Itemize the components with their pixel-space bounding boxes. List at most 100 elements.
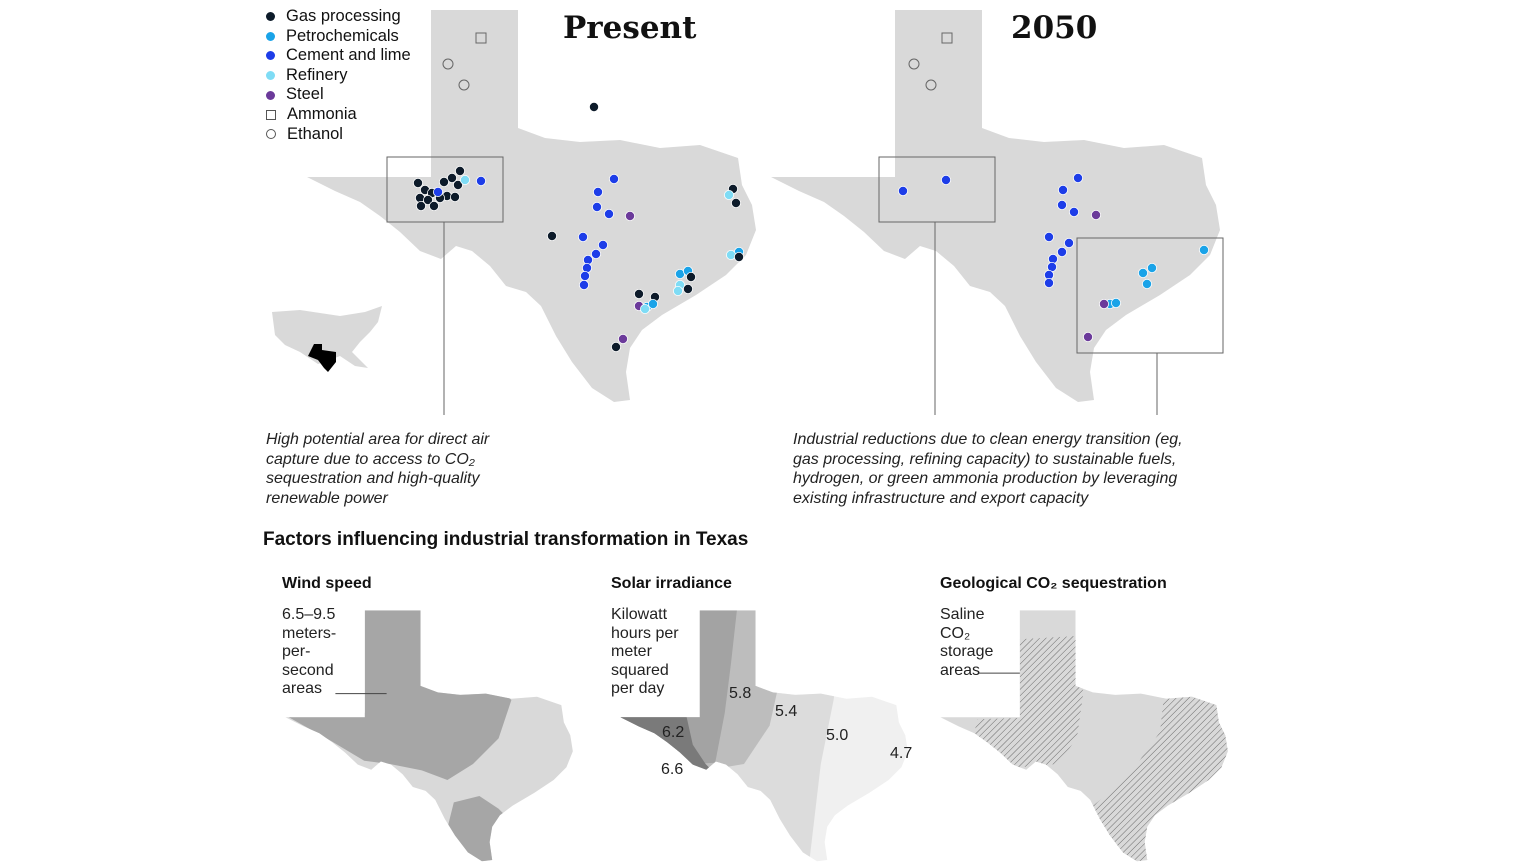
cement-lime-marker: [604, 208, 615, 219]
us-inset-map: [272, 306, 382, 372]
geo-label: Saline CO₂ storage areas: [940, 606, 994, 679]
factors-title: Factors influencing industrial transform…: [263, 529, 749, 550]
cement-lime-marker: [1044, 277, 1055, 288]
ethanol-marker: [925, 79, 937, 91]
dot-icon: [266, 71, 275, 81]
petrochemicals-marker: [1142, 278, 1153, 289]
legend-item-gas: Gas processing: [266, 7, 411, 27]
petrochemicals-marker: [648, 298, 659, 309]
legend: Gas processing Petrochemicals Cement and…: [266, 7, 411, 144]
gas-processing-marker: [452, 179, 463, 190]
caption-left: High potential area for direct air captu…: [266, 431, 490, 507]
gas-processing-marker: [438, 176, 449, 187]
gas-processing-marker: [422, 194, 433, 205]
solar-title: Solar irradiance: [611, 575, 732, 592]
cement-lime-marker: [1044, 231, 1055, 242]
coast-highlight-box: [1076, 237, 1224, 354]
gas-processing-marker: [415, 200, 426, 211]
solar-value: 4.7: [890, 745, 913, 762]
steel-marker: [618, 333, 629, 344]
cement-lime-marker: [578, 231, 589, 242]
wind-label: 6.5–9.5 meters-per-second areas: [282, 606, 337, 697]
dot-icon: [266, 31, 275, 41]
solar-value: 5.8: [729, 685, 752, 702]
petrochemicals-marker: [1111, 297, 1122, 308]
dac-highlight-box: [878, 156, 996, 223]
cement-lime-marker: [580, 270, 591, 281]
gas-processing-marker: [686, 271, 697, 282]
cement-lime-marker: [1069, 206, 1080, 217]
refinery-marker: [459, 174, 470, 185]
cement-lime-marker: [609, 173, 620, 184]
refinery-marker: [673, 285, 684, 296]
gas-processing-marker: [547, 230, 558, 241]
texas-highlight: [308, 344, 336, 372]
steel-marker: [1091, 209, 1102, 220]
ethanol-marker: [458, 79, 470, 91]
steel-marker: [1099, 298, 1110, 309]
gas-processing-marker: [428, 200, 439, 211]
gas-processing-marker: [734, 251, 745, 262]
steel-marker: [625, 210, 636, 221]
dot-icon: [266, 51, 275, 61]
caption-right: Industrial reductions due to clean energ…: [793, 431, 1183, 507]
geo-map: [940, 610, 1228, 862]
cement-lime-marker: [593, 186, 604, 197]
steel-marker: [1083, 331, 1094, 342]
gas-processing-marker: [683, 283, 694, 294]
wind-title: Wind speed: [282, 575, 372, 592]
cement-lime-marker: [1064, 237, 1075, 248]
cement-lime-marker: [1057, 199, 1068, 210]
ethanol-marker: [908, 58, 920, 70]
dot-icon: [266, 12, 275, 22]
cement-lime-marker: [1058, 184, 1069, 195]
geo-title: Geological CO₂ sequestration: [940, 575, 1167, 592]
petrochemicals-marker: [1147, 262, 1158, 273]
gas-processing-marker: [611, 341, 622, 352]
gas-processing-marker: [446, 172, 457, 183]
solar-label: Kilowatt hours per meter squared per day: [611, 606, 679, 697]
gas-processing-marker: [449, 191, 460, 202]
gas-processing-marker: [454, 165, 465, 176]
legend-item-cement: Cement and lime: [266, 46, 411, 66]
petrochemicals-marker: [1138, 267, 1149, 278]
circle-icon: [266, 129, 276, 140]
ethanol-marker: [442, 58, 454, 70]
ammonia-marker: [475, 32, 487, 44]
cement-lime-marker: [941, 174, 952, 185]
petrochemicals-marker: [1199, 244, 1210, 255]
future-map: [771, 10, 1224, 415]
cement-lime-marker: [475, 175, 486, 186]
dac-highlight-box: [386, 156, 504, 223]
gas-processing-marker: [634, 288, 645, 299]
present-map: [307, 10, 756, 415]
present-title: Present: [563, 10, 697, 46]
cement-lime-marker: [591, 248, 602, 259]
cement-lime-marker: [1057, 246, 1068, 257]
legend-item-steel: Steel: [266, 85, 411, 105]
cement-lime-marker: [598, 239, 609, 250]
legend-item-petrochemicals: Petrochemicals: [266, 27, 411, 47]
refinery-marker: [724, 189, 735, 200]
cement-lime-marker: [1073, 172, 1084, 183]
solar-value: 5.0: [826, 727, 849, 744]
ammonia-marker: [941, 32, 953, 44]
square-icon: [266, 109, 276, 120]
legend-item-ethanol: Ethanol: [266, 125, 411, 145]
cement-lime-marker: [898, 185, 909, 196]
gas-processing-marker: [589, 102, 600, 113]
gas-processing-marker: [731, 197, 742, 208]
solar-value: 6.2: [662, 724, 685, 741]
cement-lime-marker: [579, 279, 590, 290]
future-title: 2050: [1011, 10, 1098, 46]
legend-item-refinery: Refinery: [266, 66, 411, 86]
refinery-marker: [640, 303, 651, 314]
cement-lime-marker: [432, 186, 443, 197]
dot-icon: [266, 90, 275, 100]
cement-lime-marker: [592, 201, 603, 212]
legend-item-ammonia: Ammonia: [266, 105, 411, 125]
solar-value: 6.6: [661, 761, 684, 778]
solar-value: 5.4: [775, 703, 798, 720]
gas-processing-marker: [412, 177, 423, 188]
